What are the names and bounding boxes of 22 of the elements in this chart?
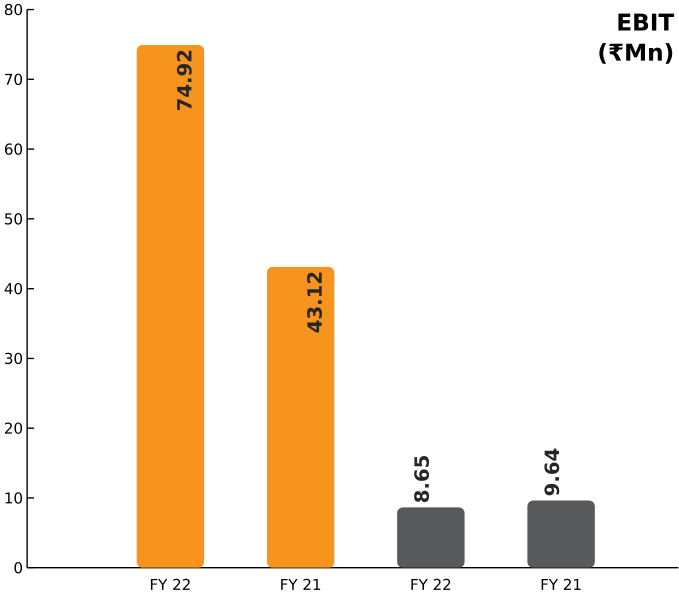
y-tick-label: 50 bbox=[5, 213, 22, 225]
y-tick-label: 60 bbox=[4, 143, 22, 155]
data-label: 74.92 bbox=[176, 50, 192, 110]
y-tick-label: 0 bbox=[14, 562, 22, 574]
x-tick-label: FY 22 bbox=[411, 578, 450, 590]
y-tick-label: 10 bbox=[6, 492, 22, 504]
y-tick-label: 40 bbox=[4, 283, 22, 294]
data-label: 9.64 bbox=[544, 448, 560, 496]
bar bbox=[136, 45, 204, 568]
bar bbox=[266, 266, 334, 568]
bar bbox=[527, 500, 595, 568]
data-label: 43.12 bbox=[307, 272, 322, 332]
x-tick-label: FY 21 bbox=[281, 578, 320, 590]
bar bbox=[397, 507, 465, 568]
x-tick-label: FY 21 bbox=[542, 578, 581, 590]
y-tick-label: 70 bbox=[5, 74, 22, 86]
y-tick-label: 80 bbox=[4, 4, 22, 16]
x-tick-label: FY 22 bbox=[150, 578, 190, 590]
y-tick-label: 20 bbox=[4, 422, 22, 434]
y-tick-label: 30 bbox=[5, 352, 22, 364]
data-label: 8.65 bbox=[414, 456, 430, 502]
text: EBIT (₹Mn) bbox=[599, 14, 674, 64]
